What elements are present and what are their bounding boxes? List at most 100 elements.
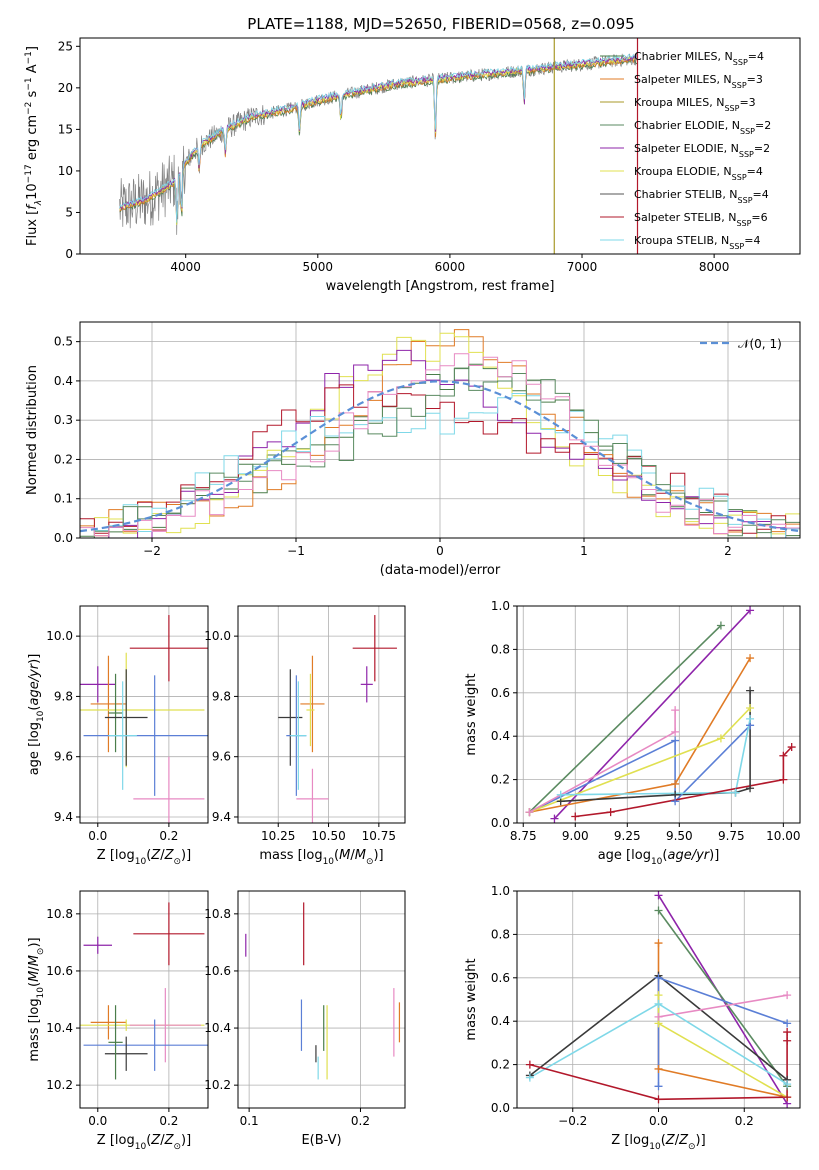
- x-tick-label: 8000: [699, 260, 730, 274]
- mass_vs_ebv-panel: 0.1 0.2 10.2 10.4 10.6 10.8 E(B-V): [204, 890, 406, 1148]
- x-tick-label: 10.25: [261, 829, 295, 843]
- model-spectrum-line: [119, 53, 638, 221]
- x-tick-label: 1: [580, 544, 588, 558]
- x-tick-label: 0.0: [88, 829, 107, 843]
- residuals-x-axis-title: (data-model)/error: [380, 563, 501, 578]
- y-tick-label: 10.6: [204, 964, 231, 978]
- y-tick-label: 10.4: [204, 1021, 231, 1035]
- y-tick-label: 0.2: [54, 452, 73, 466]
- age_vs_Z-panel: 0.0 0.2 9.4 9.6 9.8 10.0 Z [log10(Z/Z⊙)] age [l…: [27, 605, 209, 867]
- y-tick-label: 10: [58, 164, 73, 178]
- y-tick-label: 0.6: [491, 686, 510, 700]
- mass_weight_vs_age-y-axis-title: mass weight: [464, 673, 479, 755]
- mass-weight-point: [654, 939, 663, 948]
- mass-weight-point: [654, 973, 663, 982]
- mass-weight-line: [657, 995, 788, 1098]
- mass-weight-point: [654, 906, 663, 915]
- y-tick-label: 9.4: [212, 810, 231, 824]
- age_vs_Z-y-axis-title: age [log10(age/yr)]: [27, 654, 46, 776]
- mass_weight_vs_age-x-axis-title: age [log10(age/yr)]: [598, 848, 720, 867]
- mass-weight-point: [525, 808, 534, 817]
- mass_weight_vs_Z-panel: −0.2 0.0 0.2 0.0 0.2 0.4 0.6 0.8 1.0 Z [log10(Z/Z…: [464, 884, 801, 1152]
- x-tick-label: 7000: [567, 260, 598, 274]
- y-tick-label: 0.2: [491, 773, 510, 787]
- mass-weight-line: [657, 976, 788, 1087]
- mass-weight-point: [779, 751, 788, 760]
- y-tick-label: 1.0: [491, 599, 510, 613]
- y-tick-label: 0.8: [491, 642, 510, 656]
- mass-weight-point: [671, 727, 680, 736]
- mass_vs_Z-grid: [80, 891, 208, 1108]
- legend-label: Salpeter MILES, NSSP=3: [634, 73, 763, 90]
- mass-weight-point: [571, 812, 580, 821]
- age_vs_Z-grid: [80, 606, 208, 823]
- y-tick-label: 9.8: [54, 689, 73, 703]
- age_vs_mass-x-axis-title: mass [log10(M/M⊙)]: [259, 848, 383, 867]
- y-tick-label: 10.6: [46, 964, 73, 978]
- residuals-plot-area: [80, 329, 800, 538]
- x-tick-label: 0.2: [735, 1114, 754, 1128]
- x-tick-label: 0: [436, 544, 444, 558]
- x-tick-label: 0.1: [240, 1114, 259, 1128]
- y-tick-label: 1.0: [491, 884, 510, 898]
- mass-weight-point: [746, 784, 755, 793]
- y-tick-label: 10.0: [204, 629, 231, 643]
- legend-label: Kroupa MILES, NSSP=3: [634, 96, 756, 113]
- mass-weight-point: [783, 1080, 792, 1089]
- mass_vs_Z-y-axis-title: mass [log10(M/M⊙)]: [27, 937, 46, 1061]
- x-tick-label: 0.0: [88, 1114, 107, 1128]
- y-tick-label: 10.2: [46, 1078, 73, 1092]
- mass-weight-point: [525, 1060, 534, 1069]
- x-tick-label: −2: [143, 544, 161, 558]
- x-tick-label: 0.2: [159, 1114, 178, 1128]
- x-tick-label: 9.50: [666, 829, 693, 843]
- mass_vs_Z-x-axis-title: Z [log10(Z/Z⊙)]: [97, 1133, 191, 1152]
- mass-weight-point: [671, 736, 680, 745]
- x-tick-label: 4000: [170, 260, 201, 274]
- y-tick-label: 0.8: [491, 927, 510, 941]
- x-tick-label: 10.00: [766, 829, 800, 843]
- mass_weight_vs_age-grid: [517, 605, 800, 824]
- mass-weight-point: [783, 1036, 792, 1045]
- mass-weight-point: [783, 1019, 792, 1028]
- mass-weight-point: [746, 686, 755, 695]
- legend-label: Chabrier STELIB, NSSP=4: [634, 188, 769, 205]
- mass_weight_vs_age-plot-area: [528, 609, 793, 820]
- y-tick-label: 0: [65, 247, 73, 261]
- x-tick-label: 9.25: [614, 829, 641, 843]
- figure-title: PLATE=1188, MJD=52650, FIBERID=0568, z=0…: [247, 15, 634, 33]
- y-tick-label: 0.6: [491, 971, 510, 985]
- age_vs_Z-frame: [79, 605, 209, 824]
- mass-weight-point: [556, 790, 565, 799]
- residual-histogram: [80, 353, 800, 537]
- x-tick-label: 0.2: [159, 829, 178, 843]
- mass_vs_ebv-plot-area: [245, 902, 401, 1080]
- mass-weight-point: [654, 1012, 663, 1021]
- y-tick-label: 25: [58, 39, 73, 53]
- x-tick-label: 8.75: [510, 829, 537, 843]
- y-tick-label: 0.4: [491, 1014, 510, 1028]
- mass_vs_Z-plot-area: [80, 902, 208, 1080]
- y-tick-label: 15: [58, 122, 73, 136]
- mass-weight-point: [716, 734, 725, 743]
- mass-weight-point: [671, 797, 680, 806]
- y-tick-label: 0.3: [54, 413, 73, 427]
- y-tick-label: 0.0: [54, 531, 73, 545]
- age_vs_Z-plot-area: [80, 615, 208, 823]
- spectrum-y-axis-title: Flux [fλ10−17 erg cm−2 s−1 A−1]: [24, 46, 44, 246]
- y-tick-label: 10.8: [46, 907, 73, 921]
- mass_weight_vs_age-frame: [516, 605, 801, 824]
- y-tick-label: 0.0: [491, 816, 510, 830]
- residual-legend: 𝒩(0, 1): [700, 337, 782, 351]
- legend-label: Chabrier MILES, NSSP=4: [634, 50, 764, 67]
- y-tick-label: 9.6: [54, 750, 73, 764]
- mass-weight-point: [550, 814, 559, 823]
- model-spectrum-line: [119, 53, 638, 223]
- y-tick-label: 10.4: [46, 1021, 73, 1035]
- mass-weight-line: [657, 910, 788, 1087]
- x-tick-label: 10.75: [362, 829, 396, 843]
- mass-weight-point: [779, 775, 788, 784]
- spectrum-legend: Chabrier MILES, NSSP=4 Salpeter MILES, NS…: [600, 50, 771, 251]
- y-tick-label: 0.1: [54, 492, 73, 506]
- x-tick-label: 10.50: [311, 829, 345, 843]
